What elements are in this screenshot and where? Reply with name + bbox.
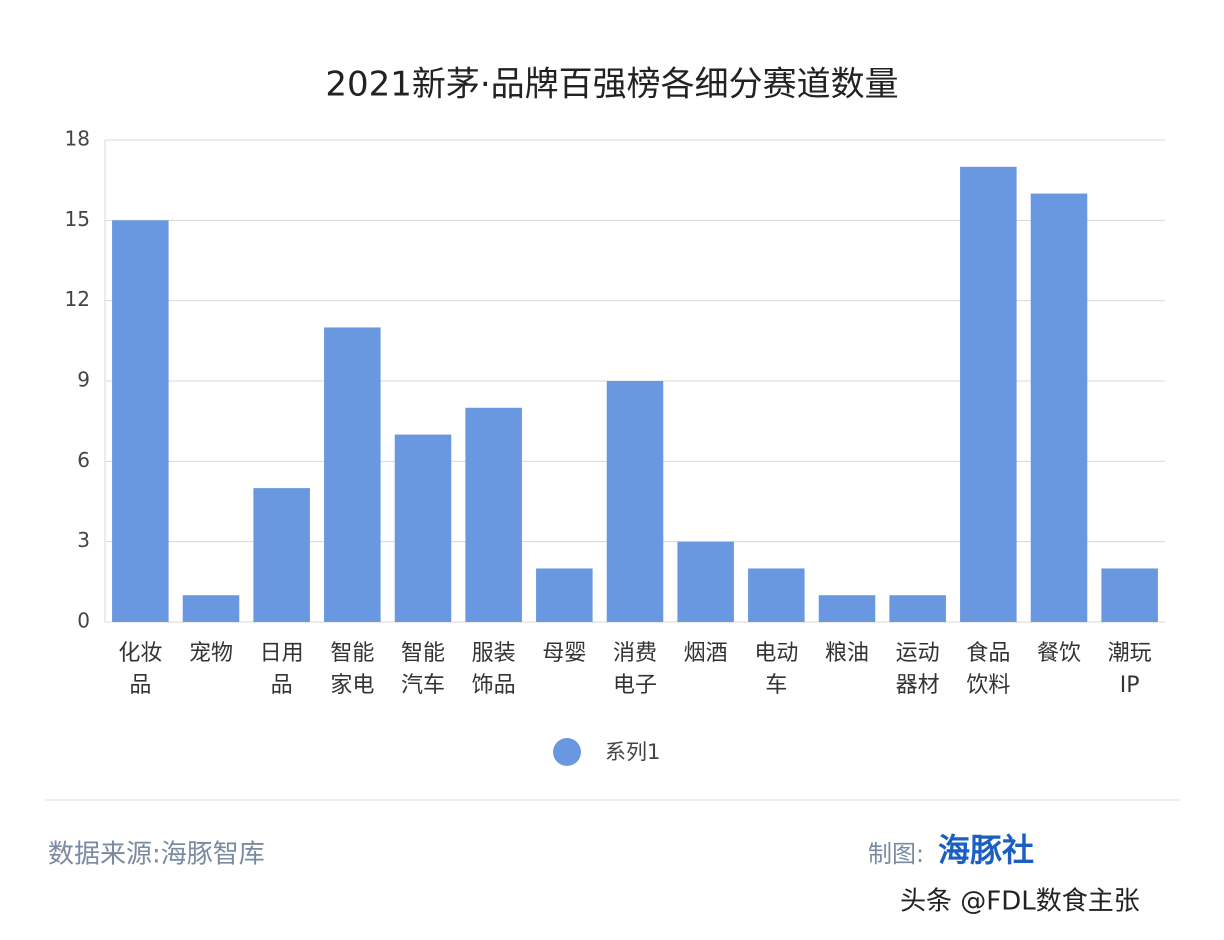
y-tick-label: 9 <box>77 368 90 392</box>
x-tick-label: 运动器材 <box>895 641 940 698</box>
bar <box>182 595 240 622</box>
x-tick-label: 烟酒 <box>683 641 728 666</box>
legend-marker <box>553 738 581 766</box>
legend-label: 系列1 <box>605 740 660 764</box>
x-tick-label: 粮油 <box>824 641 869 666</box>
watermark: 头条 @FDL数食主张 <box>900 887 1140 917</box>
bar <box>253 488 310 622</box>
bar <box>1030 193 1088 623</box>
source: 数据来源:海豚智库 <box>48 840 265 870</box>
x-tick-label: 智能家电 <box>330 641 375 698</box>
x-tick-label: 食品饮料 <box>966 641 1011 698</box>
bar <box>324 327 381 622</box>
x-tick-label: 宠物 <box>188 641 233 666</box>
x-tick-label: 母婴 <box>542 641 587 666</box>
bar <box>889 595 946 622</box>
bar <box>606 381 664 622</box>
x-tick-label: 餐饮 <box>1036 641 1081 666</box>
x-tick-label: 智能汽车 <box>400 641 445 698</box>
y-tick-label: 15 <box>65 207 90 231</box>
x-tick-label: 服装饰品 <box>471 641 516 698</box>
bar <box>748 568 805 622</box>
chart-title: 2021新茅·品牌百强榜各细分赛道数量 <box>325 65 898 105</box>
bar <box>960 166 1017 622</box>
bar <box>818 595 876 622</box>
bar <box>1101 568 1158 622</box>
x-tick-label: 日用品 <box>259 641 304 698</box>
x-tick-label: 潮玩IP <box>1107 641 1152 698</box>
y-tick-label: 12 <box>65 287 90 311</box>
bar <box>394 434 452 622</box>
made-by: 制图: <box>868 840 924 868</box>
x-tick-label: 消费电子 <box>612 641 657 698</box>
bar <box>677 541 734 622</box>
y-tick-label: 18 <box>65 127 90 151</box>
y-tick-label: 0 <box>77 609 90 633</box>
x-tick-label: 化妆品 <box>118 641 163 698</box>
y-tick-label: 3 <box>77 528 90 552</box>
bar <box>465 407 522 622</box>
bar <box>536 568 593 622</box>
y-tick-label: 6 <box>77 448 90 472</box>
brand: 海豚社 <box>938 831 1034 869</box>
bar <box>112 220 169 623</box>
x-tick-label: 电动车 <box>754 641 799 698</box>
